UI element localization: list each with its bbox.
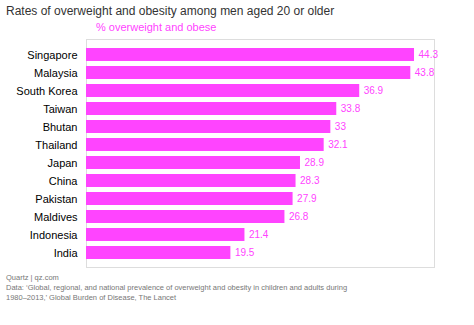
svg-text:Thailand: Thailand bbox=[35, 139, 77, 151]
svg-text:36.9: 36.9 bbox=[364, 85, 384, 96]
svg-text:South Korea: South Korea bbox=[16, 85, 78, 97]
svg-text:Maldives: Maldives bbox=[34, 211, 78, 223]
svg-text:19.5: 19.5 bbox=[235, 247, 255, 258]
html-text:1980–2013,’ Global Burden of D: 1980–2013,’ Global Burden of Disease, Th… bbox=[6, 293, 177, 302]
svg-text:28.9: 28.9 bbox=[304, 157, 324, 168]
svg-text:33.8: 33.8 bbox=[341, 103, 361, 114]
svg-text:India: India bbox=[54, 247, 79, 259]
svg-text:43.8: 43.8 bbox=[415, 67, 435, 78]
svg-text:Malaysia: Malaysia bbox=[34, 67, 78, 79]
svg-text:44.3: 44.3 bbox=[419, 49, 439, 60]
html-text:Rates of overweight and obesit: Rates of overweight and obesity among me… bbox=[6, 4, 335, 18]
svg-text:Singapore: Singapore bbox=[27, 49, 77, 61]
html-text:Quartz | qz.com: Quartz | qz.com bbox=[6, 273, 59, 282]
svg-text:China: China bbox=[49, 175, 79, 187]
html-text:Data: ‘Global, regional, and n: Data: ‘Global, regional, and national pr… bbox=[6, 283, 348, 292]
svg-text:Indonesia: Indonesia bbox=[30, 229, 79, 241]
svg-text:Bhutan: Bhutan bbox=[43, 121, 78, 133]
svg-text:Japan: Japan bbox=[48, 157, 78, 169]
svg-text:32.1: 32.1 bbox=[328, 139, 348, 150]
svg-text:Pakistan: Pakistan bbox=[35, 193, 77, 205]
svg-text:26.8: 26.8 bbox=[289, 211, 309, 222]
svg-text:28.3: 28.3 bbox=[300, 175, 320, 186]
svg-text:21.4: 21.4 bbox=[249, 229, 269, 240]
svg-text:33: 33 bbox=[335, 121, 347, 132]
svg-text:Taiwan: Taiwan bbox=[43, 103, 77, 115]
html-text:% overweight and obese: % overweight and obese bbox=[96, 21, 217, 33]
svg-text:27.9: 27.9 bbox=[297, 193, 317, 204]
